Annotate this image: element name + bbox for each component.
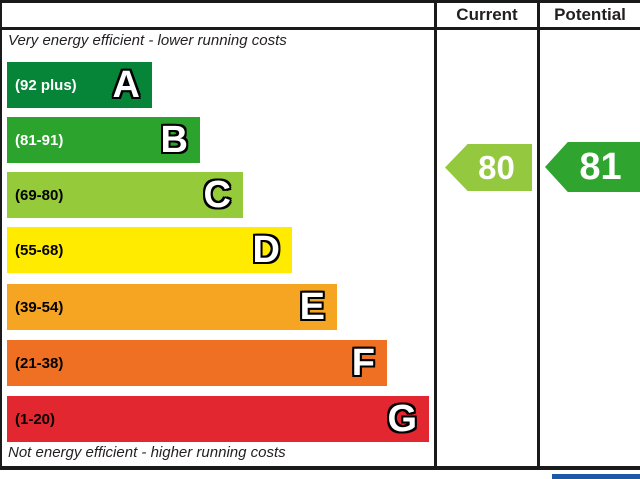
band-f-range-label: (21-38)	[15, 354, 64, 372]
band-f-letter: F	[351, 342, 375, 384]
band-e-range-label: (39-54)	[15, 298, 64, 316]
table-bottom-border	[0, 466, 640, 470]
current-rating-arrow: 80	[445, 144, 532, 191]
band-d-letter: D	[252, 229, 280, 271]
band-f: (21-38) F	[7, 340, 387, 386]
band-g-range-label: (1-20)	[15, 410, 56, 428]
band-g-letter: G	[387, 398, 417, 440]
band-b-range-label: (81-91)	[15, 131, 64, 149]
band-e-letter: E	[299, 286, 325, 328]
band-b: (81-91) B	[7, 117, 200, 163]
band-c: (69-80) C	[7, 172, 243, 218]
band-a-range-label: (92 plus)	[15, 76, 77, 94]
band-c-letter: C	[203, 174, 231, 216]
table-top-border	[0, 0, 640, 3]
potential-column-header: Potential	[554, 5, 626, 24]
bottom-caption: Not energy efficient - higher running co…	[8, 444, 286, 461]
band-c-range-label: (69-80)	[15, 186, 64, 204]
current-rating-value: 80	[478, 148, 515, 186]
band-d: (55-68) D	[7, 227, 292, 273]
band-a: (92 plus) A	[7, 62, 152, 108]
table-left-border	[0, 0, 2, 470]
top-caption: Very energy efficient - lower running co…	[8, 32, 287, 49]
partial-bottom-banner	[552, 474, 640, 479]
header-separator-line	[0, 27, 640, 30]
current-column-border	[434, 0, 437, 470]
potential-column-border	[537, 0, 540, 470]
potential-rating-arrow: 81	[545, 142, 640, 192]
band-e: (39-54) E	[7, 284, 337, 330]
potential-rating-value: 81	[579, 145, 622, 188]
current-column-header: Current	[456, 5, 518, 24]
band-a-letter: A	[112, 64, 140, 106]
band-b-letter: B	[160, 119, 188, 161]
band-d-range-label: (55-68)	[15, 241, 64, 259]
band-g: (1-20) G	[7, 396, 429, 442]
